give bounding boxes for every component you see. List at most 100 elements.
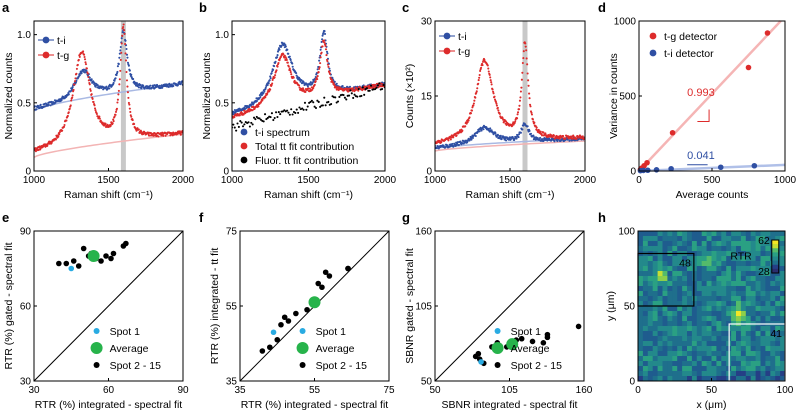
- data-point: [326, 52, 329, 55]
- heatmap-cell: [638, 261, 644, 267]
- heatmap-cell: [755, 241, 761, 247]
- heatmap-cell: [780, 241, 786, 247]
- heatmap-cell: [638, 361, 644, 367]
- heatmap-cell: [682, 271, 688, 277]
- heatmap-cell: [750, 296, 756, 302]
- heatmap-cell: [736, 276, 742, 282]
- data-point: [119, 49, 122, 52]
- heatmap-cell: [638, 286, 644, 292]
- data-point: [521, 61, 524, 65]
- legend-marker: [240, 156, 248, 164]
- data-point: [522, 50, 525, 53]
- heatmap-cell: [765, 351, 771, 357]
- heatmap-cell: [721, 311, 727, 317]
- data-point: [298, 84, 301, 87]
- data-point: [123, 240, 129, 247]
- data-point: [122, 23, 125, 26]
- data-point: [67, 111, 70, 114]
- heatmap-cell: [677, 286, 683, 292]
- heatmap-cell: [755, 251, 761, 257]
- heatmap-cell: [682, 311, 688, 317]
- heatmap-cell: [682, 281, 688, 287]
- data-point: [89, 88, 92, 91]
- data-point: [442, 144, 445, 147]
- data-point: [252, 116, 256, 119]
- data-point: [130, 73, 133, 76]
- heatmap-cell: [691, 366, 698, 372]
- heatmap-cell: [731, 256, 737, 262]
- heatmap-cell: [657, 376, 663, 382]
- data-point: [334, 96, 337, 99]
- data-point: [72, 88, 75, 92]
- heatmap-cell: [691, 331, 698, 337]
- heatmap-cell: [647, 301, 654, 307]
- heatmap-cell: [770, 331, 776, 337]
- x-tick-label: 2000: [172, 175, 195, 186]
- heatmap-cell: [780, 371, 786, 377]
- identity-line: [33, 230, 184, 382]
- heatmap-cell: [740, 286, 747, 292]
- data-point: [472, 104, 475, 107]
- data-point: [310, 99, 313, 102]
- data-point: [90, 93, 93, 96]
- x-tick-label: 1500: [499, 175, 522, 186]
- heatmap-cell: [745, 336, 752, 342]
- heatmap-cell: [706, 241, 712, 247]
- heatmap-cell: [701, 341, 707, 347]
- legend-label: Average: [316, 343, 355, 355]
- data-point: [243, 109, 246, 112]
- heatmap-cell: [750, 336, 756, 342]
- data-point: [39, 103, 42, 106]
- heatmap-cell: [736, 236, 742, 242]
- heatmap-cell: [696, 251, 703, 257]
- heatmap-cell: [701, 301, 707, 307]
- heatmap-cell: [755, 276, 761, 282]
- heatmap-cell: [662, 321, 668, 327]
- legend-marker: [299, 362, 306, 368]
- data-point: [286, 48, 289, 51]
- data-point: [485, 126, 488, 129]
- data-point: [135, 82, 139, 85]
- heatmap-cell: [691, 346, 698, 352]
- heatmap-cell: [657, 266, 663, 272]
- heatmap-cell: [740, 281, 747, 287]
- heatmap-cell: [642, 376, 649, 382]
- heatmap-cell: [765, 266, 771, 272]
- heatmap-cell: [731, 351, 737, 357]
- heatmap-cell: [716, 306, 722, 312]
- heatmap-cell: [672, 331, 678, 337]
- heatmap-cell: [716, 291, 722, 297]
- heatmap-cell: [760, 251, 766, 257]
- heatmap-cell: [750, 376, 756, 382]
- heatmap-cell: [765, 241, 771, 247]
- x-axis-label: Average counts: [676, 189, 749, 201]
- heatmap-cell: [780, 296, 786, 302]
- heatmap-cell: [765, 231, 771, 237]
- heatmap-cell: [740, 361, 747, 367]
- heatmap-cell: [750, 281, 756, 287]
- data-point: [118, 56, 121, 59]
- heatmap-cell: [682, 276, 688, 282]
- heatmap-cell: [775, 336, 781, 342]
- data-point: [268, 79, 271, 82]
- data-point: [264, 96, 267, 99]
- heatmap-cell: [770, 366, 776, 372]
- legend-label: t-g: [458, 46, 470, 58]
- heatmap-cell: [662, 316, 668, 322]
- data-point: [269, 116, 272, 119]
- data-point: [232, 123, 235, 126]
- heatmap-cell: [642, 281, 649, 287]
- heatmap-cell: [687, 346, 693, 352]
- data-point: [381, 88, 384, 91]
- data-point: [527, 79, 530, 82]
- data-point: [251, 123, 254, 126]
- heatmap-cell: [672, 326, 678, 332]
- heatmap-cell: [638, 266, 644, 272]
- data-point: [130, 115, 133, 118]
- heatmap-cell: [706, 316, 712, 322]
- heatmap-cell: [638, 346, 644, 352]
- heatmap-cell: [721, 301, 727, 307]
- heatmap-cell: [652, 336, 658, 342]
- heatmap-cell: [687, 311, 693, 317]
- heatmap-cell: [687, 301, 693, 307]
